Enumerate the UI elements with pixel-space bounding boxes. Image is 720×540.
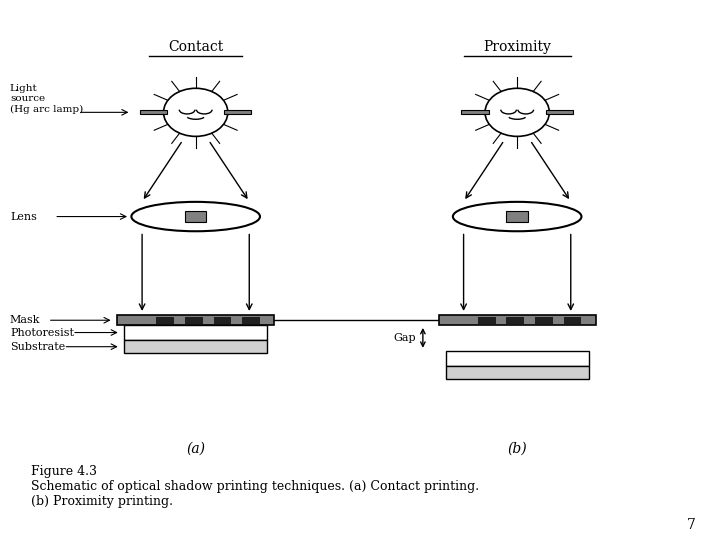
Text: Gap: Gap	[393, 333, 415, 343]
Bar	[185, 317, 203, 323]
Text: Light
source
(Hg arc lamp): Light source (Hg arc lamp)	[10, 84, 84, 114]
Bar	[438, 315, 595, 325]
Circle shape	[163, 88, 228, 137]
Bar	[140, 110, 167, 114]
Bar	[535, 317, 553, 323]
Bar	[446, 366, 589, 379]
Text: (a): (a)	[186, 442, 205, 456]
Ellipse shape	[453, 202, 582, 231]
Bar	[125, 340, 267, 353]
Bar	[462, 110, 489, 114]
Bar	[446, 350, 589, 366]
Bar	[125, 325, 267, 340]
Bar	[478, 317, 496, 323]
Bar	[214, 317, 231, 323]
Ellipse shape	[131, 202, 260, 231]
Bar	[242, 317, 260, 323]
Bar	[224, 110, 251, 114]
Bar	[564, 317, 582, 323]
Bar	[506, 317, 524, 323]
Bar	[546, 110, 573, 114]
Text: 7: 7	[687, 518, 696, 532]
Text: Contact: Contact	[168, 39, 223, 53]
Circle shape	[485, 88, 549, 137]
Bar	[185, 211, 207, 222]
Text: Mask: Mask	[10, 315, 40, 325]
Bar	[117, 315, 274, 325]
Bar	[156, 317, 174, 323]
Text: Photoresist: Photoresist	[10, 328, 74, 338]
Text: (b): (b)	[508, 442, 527, 456]
Text: Lens: Lens	[10, 212, 37, 221]
Text: Proximity: Proximity	[483, 39, 551, 53]
Text: Figure 4.3
Schematic of optical shadow printing techniques. (a) Contact printing: Figure 4.3 Schematic of optical shadow p…	[32, 465, 480, 508]
Text: Substrate: Substrate	[10, 342, 66, 352]
Bar	[506, 211, 528, 222]
